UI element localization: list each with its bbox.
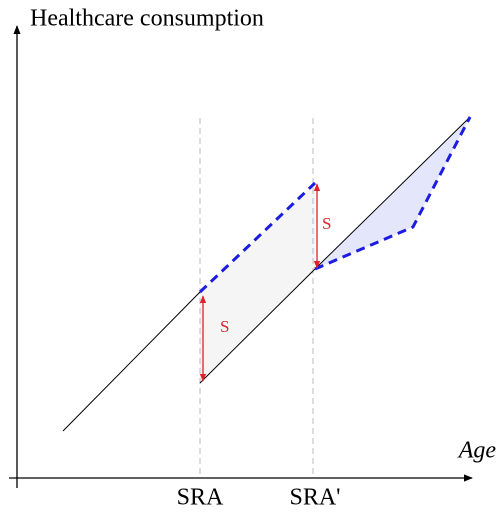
dashed-curve <box>198 181 317 294</box>
shifted-curve <box>199 116 471 384</box>
x-axis-label: Age <box>457 438 497 464</box>
marker-label: SRA <box>177 485 224 511</box>
gap-area <box>200 183 315 383</box>
baseline-curve <box>62 291 201 432</box>
marker-label: SRA' <box>289 485 340 511</box>
dashed-curve <box>314 116 472 271</box>
shift-label: S <box>220 317 229 336</box>
y-axis-label: Healthcare consumption <box>30 6 264 32</box>
shift-label: S <box>322 214 331 233</box>
